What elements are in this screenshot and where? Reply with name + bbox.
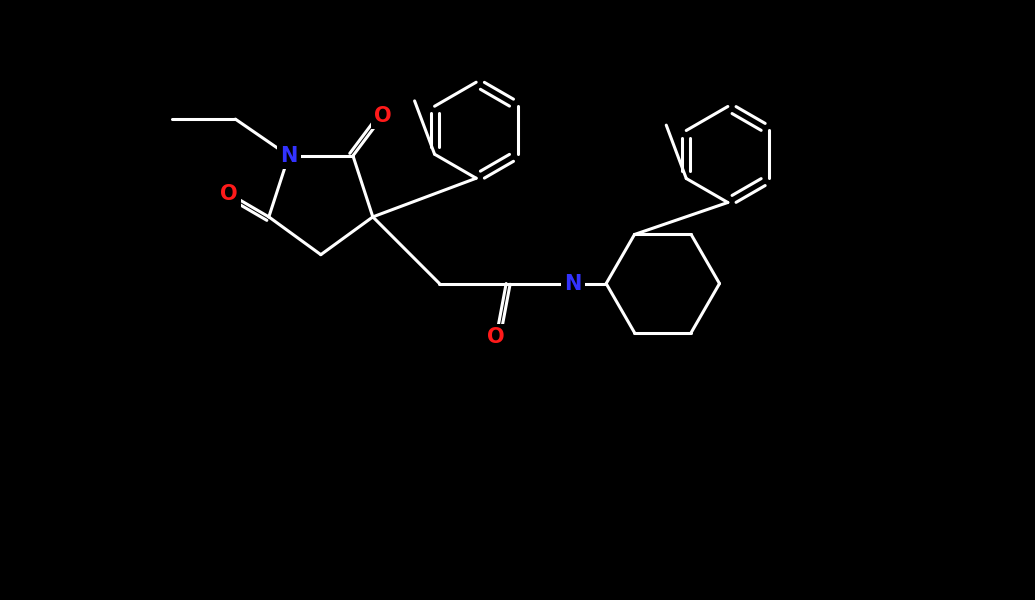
Text: N: N	[280, 146, 297, 166]
Text: O: O	[375, 106, 392, 126]
Text: O: O	[487, 327, 505, 347]
Text: O: O	[220, 184, 238, 203]
Text: N: N	[564, 274, 582, 293]
